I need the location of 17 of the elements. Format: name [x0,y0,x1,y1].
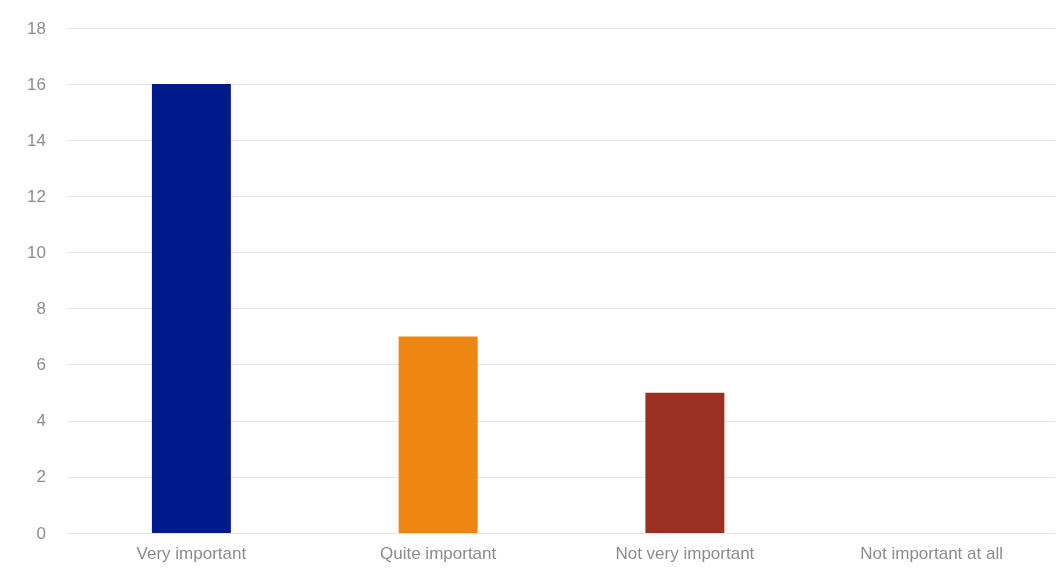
bar [398,336,478,533]
x-tick-label: Not important at all [860,544,1003,563]
y-tick-label: 10 [27,242,46,262]
y-tick-label: 2 [36,467,46,487]
y-tick-label: 8 [36,299,46,319]
y-tick-label: 4 [36,411,46,431]
x-tick-label: Not very important [615,544,755,563]
y-tick-label: 6 [36,355,46,375]
y-tick-label: 12 [27,186,46,206]
y-tick-label: 18 [27,18,46,38]
x-tick-label: Quite important [380,544,497,563]
bar [151,84,231,533]
bar [645,392,725,533]
y-tick-label: 14 [27,130,46,150]
y-tick-label: 16 [27,74,46,94]
x-tick-label: Very important [136,544,247,563]
y-tick-label: 0 [36,523,46,543]
